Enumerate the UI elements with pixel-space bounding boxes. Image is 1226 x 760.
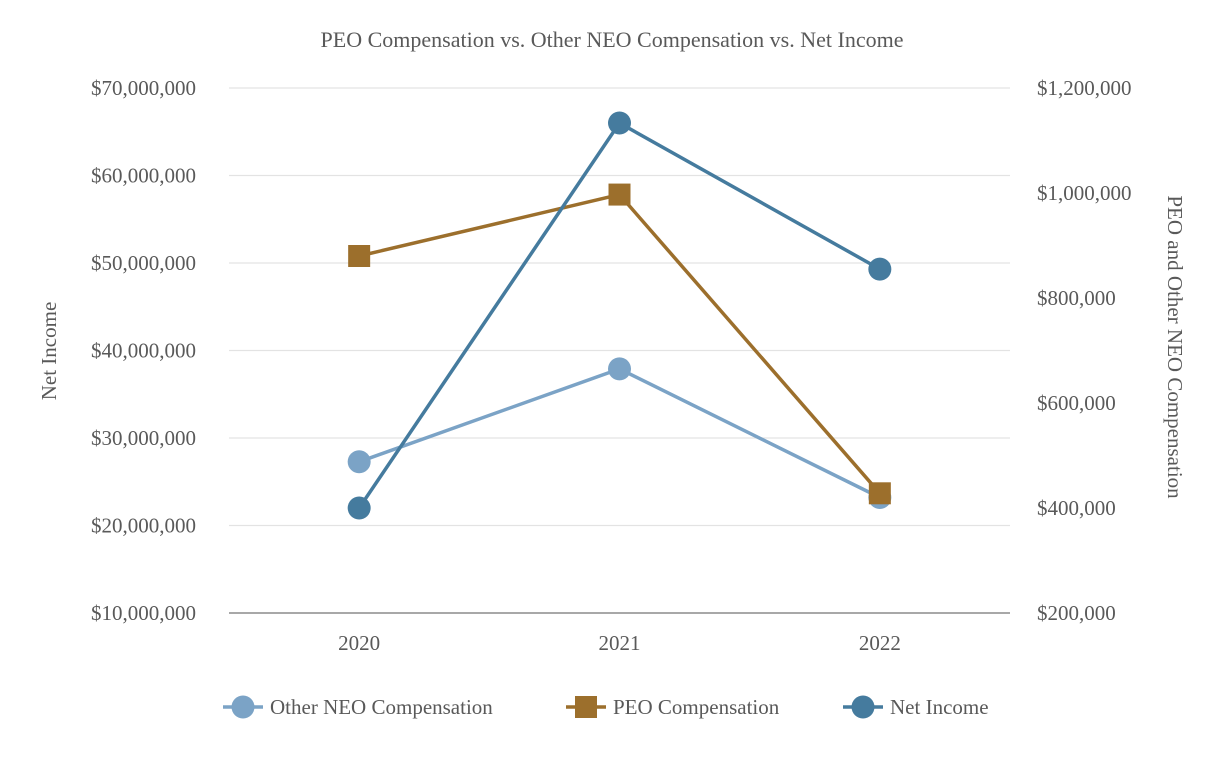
data-point-peo-compensation: [868, 482, 891, 505]
data-point-other-neo-compensation: [608, 357, 631, 381]
right-axis-title: PEO and Other NEO Compensation: [1163, 195, 1187, 499]
right-tick-label: $1,200,000: [1037, 76, 1132, 100]
left-tick-label: $20,000,000: [91, 514, 196, 538]
left-tick-label: $50,000,000: [91, 251, 196, 275]
data-point-net-income: [347, 496, 371, 520]
x-axis-ticks: 2020 2021 2022: [338, 631, 901, 655]
right-axis-ticks: $200,000 $400,000 $600,000 $800,000 $1,000,0…: [1037, 76, 1132, 625]
series-line-peo-compensation: [357, 192, 882, 496]
gridlines: [229, 87, 1010, 614]
left-tick-label: $30,000,000: [91, 426, 196, 450]
series-line-net-income: [357, 121, 882, 510]
right-tick-label: $400,000: [1037, 496, 1116, 520]
x-tick-label: 2022: [859, 631, 901, 655]
data-point-peo-compensation: [608, 183, 631, 206]
x-tick-label: 2021: [599, 631, 641, 655]
legend-label-net-income: Net Income: [890, 695, 989, 719]
legend-label-other-neo-compensation: Other NEO Compensation: [270, 695, 493, 719]
legend-label-peo-compensation: PEO Compensation: [613, 695, 780, 719]
left-tick-label: $60,000,000: [91, 164, 196, 188]
left-axis-ticks: $10,000,000 $20,000,000 $30,000,000 $40,000…: [91, 76, 196, 625]
data-point-other-neo-compensation: [347, 450, 371, 474]
series-line-other-neo-compensation: [357, 367, 882, 500]
legend: Other NEO Compensation PEO Compensation Ne…: [223, 695, 989, 719]
left-axis-title: Net Income: [37, 302, 61, 401]
right-tick-label: $200,000: [1037, 601, 1116, 625]
right-tick-label: $1,000,000: [1037, 181, 1132, 205]
data-point-net-income: [868, 257, 892, 281]
series-layer: [347, 111, 892, 520]
legend-marker-net-income: [851, 695, 875, 719]
chart-title: PEO Compensation vs. Other NEO Compensat…: [321, 27, 904, 52]
legend-marker-other-neo-compensation: [231, 695, 255, 719]
left-tick-label: $70,000,000: [91, 76, 196, 100]
left-tick-label: $40,000,000: [91, 339, 196, 363]
data-point-peo-compensation: [348, 245, 371, 267]
data-point-net-income: [608, 111, 631, 135]
left-tick-label: $10,000,000: [91, 601, 196, 625]
legend-marker-peo-compensation: [575, 696, 597, 718]
x-tick-label: 2020: [338, 631, 380, 655]
right-tick-label: $600,000: [1037, 391, 1116, 415]
right-tick-label: $800,000: [1037, 286, 1116, 310]
